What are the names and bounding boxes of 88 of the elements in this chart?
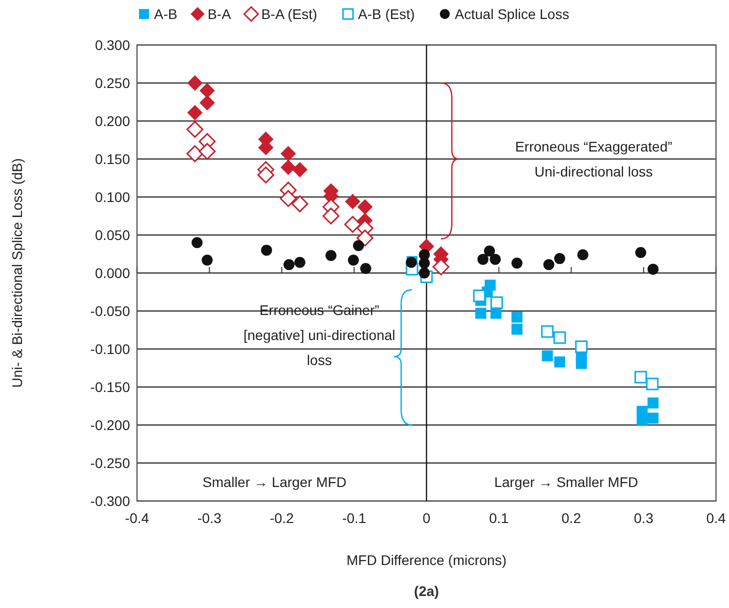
x-tick-label: -0.4: [124, 510, 150, 526]
point: [418, 268, 430, 278]
y-tick-label: 0.250: [94, 74, 130, 91]
point: [187, 75, 203, 91]
point: [283, 259, 294, 270]
point: [261, 244, 272, 256]
legend-label: B-A: [208, 6, 232, 22]
y-tick-label: -0.150: [90, 378, 130, 395]
point: [490, 296, 503, 309]
point: [648, 412, 659, 424]
point: [200, 95, 215, 110]
point: [292, 162, 308, 178]
y-tick-label: 0.300: [94, 36, 130, 53]
point: [490, 308, 502, 319]
point: [543, 259, 554, 270]
x-tick-label: 0: [422, 510, 431, 526]
y-tick-label: 0.200: [94, 112, 130, 129]
point: [198, 142, 216, 160]
x-tick-label: 0.2: [562, 510, 582, 526]
point: [646, 378, 659, 390]
y-tick-label: 0.000: [94, 264, 130, 281]
point: [280, 190, 297, 207]
point: [636, 414, 648, 426]
point: [280, 160, 296, 176]
x-tick-label: -0.2: [270, 510, 294, 526]
y-tick-label: 0.150: [94, 150, 130, 167]
y-tick-label: -0.300: [90, 492, 130, 509]
point: [418, 258, 430, 269]
point: [542, 350, 553, 362]
point: [325, 250, 336, 262]
point: [634, 370, 647, 384]
legend-label: Actual Splice Loss: [454, 6, 570, 22]
point: [511, 324, 522, 335]
point: [484, 245, 495, 256]
x-tick-label: 0.1: [489, 510, 509, 526]
point: [257, 166, 274, 184]
point: [477, 254, 488, 265]
x-axis-title: MFD Difference (microns): [346, 552, 506, 568]
point: [280, 146, 296, 162]
point: [294, 256, 306, 268]
point: [511, 312, 522, 323]
point: [352, 240, 364, 252]
x-tick-label: -0.1: [342, 510, 366, 526]
point: [200, 82, 215, 98]
point: [192, 237, 203, 248]
point: [473, 290, 486, 302]
point: [575, 340, 588, 353]
x-tick-label: -0.3: [197, 510, 222, 526]
point: [186, 120, 204, 138]
y-tick-label: -0.200: [90, 416, 130, 433]
x-tick-label: 0.3: [634, 510, 654, 526]
point: [360, 262, 372, 274]
point: [291, 195, 308, 212]
annotation: Erroneous “Exaggerated” Uni-directional loss: [515, 138, 673, 180]
point: [322, 208, 340, 224]
point: [344, 216, 362, 233]
point: [554, 356, 566, 368]
point: [475, 308, 486, 319]
legend-label: A-B: [154, 6, 178, 22]
annotation: Smaller → Larger MFD: [202, 474, 346, 490]
point: [635, 246, 646, 258]
text: (2a): [414, 583, 439, 599]
point: [432, 258, 450, 276]
y-tick-label: -0.250: [90, 454, 130, 471]
point: [648, 264, 659, 275]
y-tick-label: -0.100: [90, 340, 130, 357]
point: [554, 253, 566, 264]
point: [577, 249, 588, 260]
y-tick-label: 0.100: [94, 188, 130, 205]
y-tick-label: 0.050: [94, 226, 130, 243]
point: [541, 325, 554, 338]
point: [344, 194, 360, 210]
point: [187, 104, 203, 120]
annotation: Larger → Smaller MFD: [494, 474, 638, 490]
point: [356, 230, 374, 246]
point: [511, 258, 522, 269]
y-axis-title: Uni- & Bi-directional Splice Loss (dB): [9, 158, 25, 388]
point: [186, 145, 204, 162]
y-tick-label: -0.050: [90, 302, 130, 319]
point: [648, 397, 659, 408]
point: [202, 254, 213, 266]
point: [553, 331, 566, 344]
point: [490, 254, 501, 265]
legend-label: B-A (Est): [261, 6, 318, 22]
point: [357, 199, 373, 215]
legend-label: A-B (Est): [358, 6, 415, 22]
point: [348, 254, 359, 266]
x-tick-label: 0.4: [706, 510, 726, 526]
